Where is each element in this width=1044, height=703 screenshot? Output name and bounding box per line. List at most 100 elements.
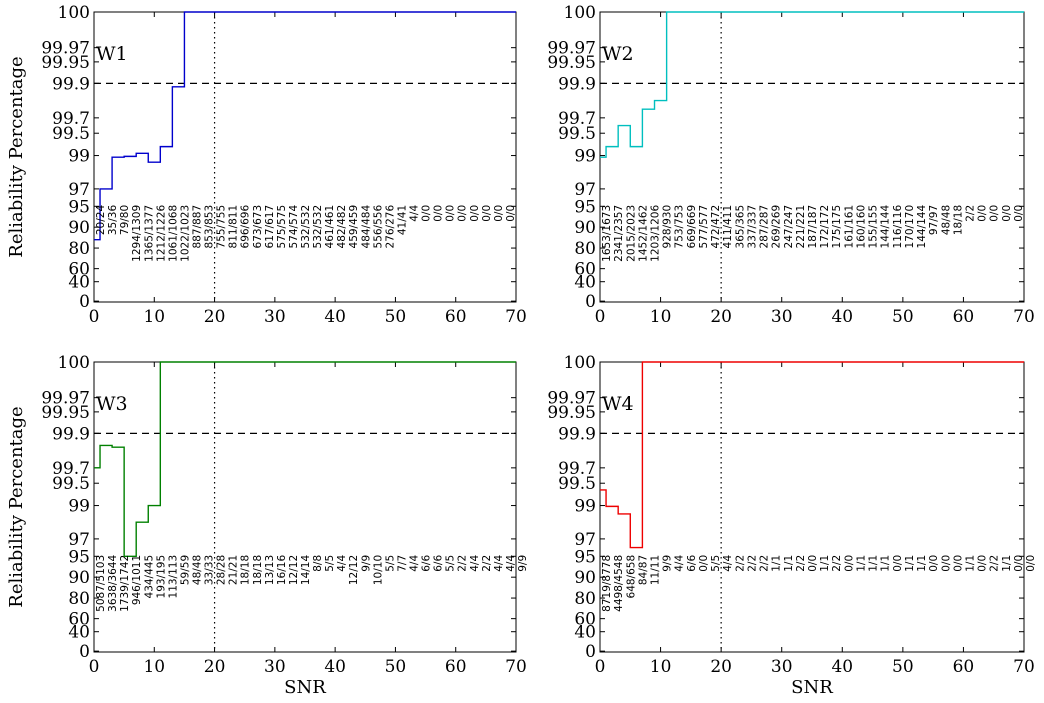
x-tick-label: 10 <box>143 307 165 327</box>
y-tick-label: 90 <box>574 568 596 588</box>
count-label: 0/0 <box>807 555 819 572</box>
y-tick-label: 40 <box>574 273 596 293</box>
y-tick-label: 90 <box>68 568 90 588</box>
y-tick-label: 0 <box>79 642 90 662</box>
count-label: 2/2 <box>481 555 493 572</box>
count-label: 928/930 <box>662 205 674 249</box>
count-label: 4/4 <box>722 555 734 572</box>
panel-title: W2 <box>602 43 634 65</box>
count-label: 48/48 <box>191 555 203 585</box>
count-label: 482/482 <box>336 205 348 249</box>
count-label: 160/160 <box>855 205 867 249</box>
y-tick-label: 99.5 <box>52 124 90 144</box>
count-label: 0/0 <box>989 205 1001 222</box>
count-label: 12/12 <box>288 555 300 585</box>
count-label: 1061/1068 <box>167 205 179 262</box>
x-tick-label: 70 <box>505 657 527 677</box>
count-label: 2/2 <box>964 205 976 222</box>
x-tick-label: 50 <box>385 307 407 327</box>
count-label: 2/2 <box>734 555 746 572</box>
x-tick-label: 20 <box>204 307 226 327</box>
count-label: 12/12 <box>348 555 360 585</box>
y-tick-label: 100 <box>58 3 90 23</box>
y-tick-label: 95 <box>68 547 90 567</box>
count-label: 221/221 <box>795 205 807 249</box>
count-label: 18/18 <box>252 555 264 585</box>
count-label: 21/21 <box>228 555 240 585</box>
y-tick-label: 80 <box>574 589 596 609</box>
count-label: 4498/4548 <box>613 555 625 612</box>
count-label: 1739/1742 <box>119 555 131 612</box>
count-label: 669/669 <box>686 205 698 249</box>
x-axis-label: SNR <box>791 677 833 698</box>
count-label: 0/0 <box>433 205 445 222</box>
count-label: 193/195 <box>155 555 167 599</box>
count-label: 0/0 <box>493 205 505 222</box>
count-label: 1/1 <box>916 555 928 572</box>
x-tick-label: 30 <box>771 307 793 327</box>
count-label: 1365/1377 <box>143 205 155 262</box>
y-tick-label: 99.95 <box>41 53 90 73</box>
count-label: 1022/1023 <box>179 205 191 262</box>
x-tick-label: 0 <box>89 657 100 677</box>
count-label: 18/18 <box>952 205 964 235</box>
count-label: 269/269 <box>771 205 783 249</box>
count-label: 155/155 <box>868 205 880 249</box>
count-label: 2/2 <box>795 555 807 572</box>
panel-title: W3 <box>96 393 128 415</box>
y-tick-label: 100 <box>564 353 596 373</box>
count-label: 811/811 <box>228 205 240 249</box>
count-label: 0/0 <box>1001 205 1013 222</box>
y-tick-label: 40 <box>574 623 596 643</box>
y-tick-label: 99.5 <box>52 474 90 494</box>
y-tick-label: 0 <box>79 292 90 312</box>
y-tick-label: 80 <box>68 589 90 609</box>
count-label: 532/532 <box>300 205 312 249</box>
y-tick-label: 99.95 <box>547 403 596 423</box>
y-tick-label: 99.95 <box>41 403 90 423</box>
count-label: 1/1 <box>783 555 795 572</box>
count-label: 161/161 <box>843 205 855 249</box>
y-tick-label: 90 <box>574 218 596 238</box>
count-label: 2015/2023 <box>625 205 637 262</box>
x-tick-label: 50 <box>385 657 407 677</box>
count-label: 6/6 <box>433 555 445 572</box>
count-label: 648/658 <box>625 555 637 599</box>
count-label: 1653/1673 <box>601 205 613 262</box>
count-label: 16/16 <box>276 555 288 586</box>
count-label: 172/172 <box>819 205 831 249</box>
count-label: 1212/1226 <box>155 205 167 262</box>
y-tick-label: 99 <box>68 497 90 517</box>
count-label: 2/2 <box>746 555 758 572</box>
count-label: 4/4 <box>409 205 421 222</box>
panel-title: W1 <box>96 43 128 65</box>
count-label: 2341/2357 <box>613 205 625 262</box>
count-label: 755/755 <box>216 205 228 249</box>
y-tick-label: 97 <box>574 530 596 550</box>
count-label: 696/696 <box>240 205 252 249</box>
y-tick-label: 99.7 <box>52 109 90 129</box>
count-label: 84/87 <box>637 555 649 585</box>
count-label: 20/24 <box>95 205 107 236</box>
count-label: 532/532 <box>312 205 324 249</box>
count-label: 1/1 <box>880 555 892 572</box>
count-label: 5/5 <box>384 555 396 572</box>
x-tick-label: 20 <box>710 657 732 677</box>
count-label: 276/276 <box>384 205 396 249</box>
count-label: 2/2 <box>759 555 771 572</box>
count-label: 6/6 <box>421 555 433 572</box>
count-label: 1/1 <box>855 555 867 572</box>
x-tick-label: 20 <box>710 307 732 327</box>
count-label: 1/1 <box>819 555 831 572</box>
count-label: 0/0 <box>940 555 952 572</box>
count-label: 4/4 <box>674 555 686 572</box>
x-tick-label: 40 <box>324 307 346 327</box>
count-label: 0/0 <box>1013 555 1025 572</box>
x-tick-label: 10 <box>650 657 672 677</box>
y-tick-label: 99.9 <box>558 424 596 444</box>
y-tick-label: 99 <box>574 497 596 517</box>
count-label: 0/0 <box>977 555 989 572</box>
count-label: 0/0 <box>977 205 989 222</box>
y-tick-label: 99.97 <box>547 39 596 59</box>
